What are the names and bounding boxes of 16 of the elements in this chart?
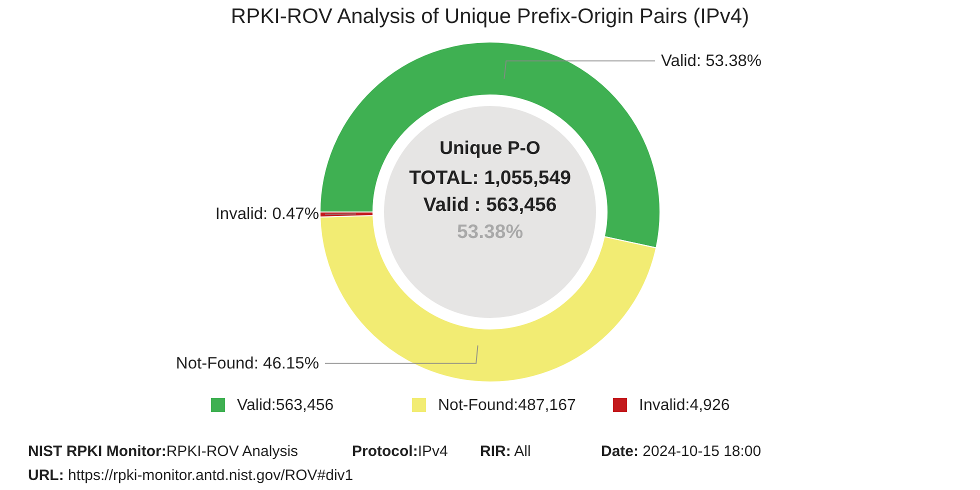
text: TOTAL: 1,055,549 [409, 167, 572, 189]
legend-label: Valid:563,456 [237, 397, 334, 414]
data-label: Invalid: 0.47% [215, 205, 320, 224]
text: Protocol:IPv4 [352, 443, 448, 461]
text: RIR: All [480, 443, 531, 461]
data-label: Not-Found: 46.15% [176, 354, 320, 372]
text: 53.38% [456, 221, 524, 243]
chart-title: RPKI-ROV Analysis of Unique Prefix-Origin Pairs (IPv4) [230, 5, 750, 28]
legend-label: Invalid:4,926 [639, 397, 730, 414]
legend-label: Not-Found:487,167 [438, 397, 576, 414]
text: URL: https://rpki-monitor.antd.nist.gov/ROV#div1 [28, 467, 354, 485]
text: Valid : 563,456 [423, 194, 557, 216]
text: Date: 2024-10-15 18:00 [601, 443, 762, 461]
text: NIST RPKI Monitor:RPKI-ROV Analysis [28, 443, 298, 461]
text: Unique P-O [440, 137, 540, 158]
data-label: Valid: 53.38% [661, 52, 762, 70]
